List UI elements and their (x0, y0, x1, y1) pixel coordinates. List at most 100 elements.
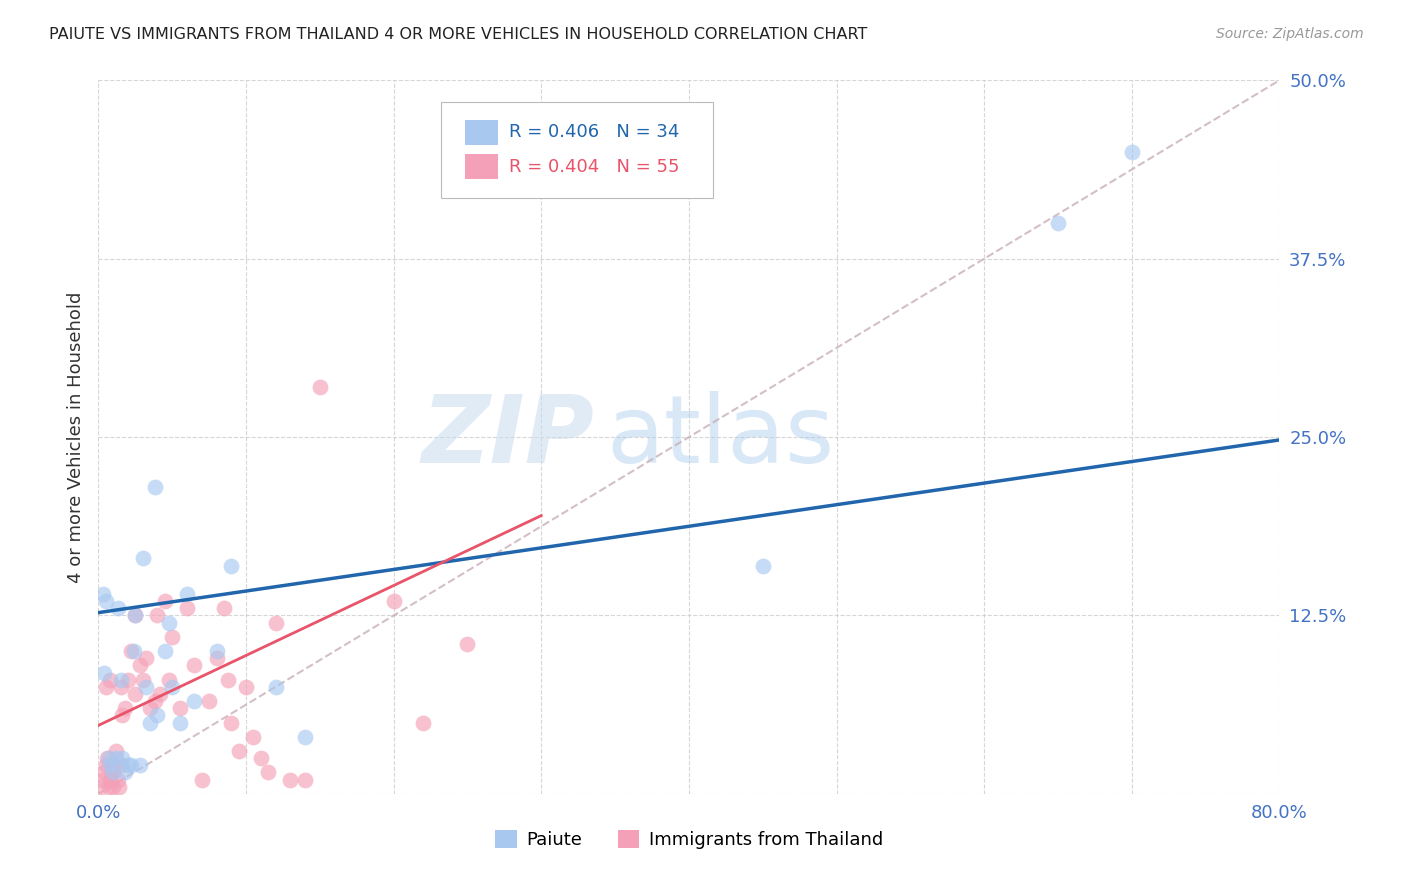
Point (212, 601, 235, 615)
Point (124, 687, 146, 701)
Point (135, 680, 157, 694)
Point (752, 558, 775, 573)
Point (264, 615, 287, 630)
Point (242, 730, 264, 744)
Point (100, 765, 122, 780)
Point (1121, 145, 1143, 159)
Point (183, 694, 205, 708)
Point (132, 551, 155, 566)
Point (176, 587, 198, 601)
Point (107, 772, 129, 787)
Point (120, 644, 142, 658)
FancyBboxPatch shape (441, 102, 713, 198)
Point (120, 758, 142, 772)
Text: R = 0.404   N = 55: R = 0.404 N = 55 (509, 158, 681, 176)
Point (457, 637, 479, 651)
Point (149, 687, 172, 701)
Y-axis label: 4 or more Vehicles in Household: 4 or more Vehicles in Household (66, 292, 84, 582)
Point (139, 701, 162, 715)
FancyBboxPatch shape (464, 153, 498, 179)
Point (135, 651, 157, 665)
Point (93, 665, 115, 680)
Point (91, 772, 114, 787)
Point (169, 701, 191, 715)
Point (94, 594, 117, 608)
Point (124, 608, 146, 623)
Point (235, 680, 257, 694)
Point (294, 730, 316, 744)
Point (382, 594, 405, 608)
Point (98, 772, 121, 787)
Point (93, 765, 115, 780)
Point (122, 644, 145, 658)
Point (191, 772, 214, 787)
Point (221, 558, 243, 573)
Point (162, 680, 183, 694)
Point (97, 780, 120, 794)
Point (91, 587, 114, 601)
Point (153, 644, 176, 658)
Point (98, 673, 121, 687)
Point (90, 780, 112, 794)
Point (97, 751, 120, 765)
Point (114, 701, 136, 715)
Point (105, 751, 128, 765)
Text: ZIP: ZIP (422, 391, 595, 483)
Point (412, 715, 434, 730)
Point (105, 744, 128, 758)
Point (111, 751, 134, 765)
Point (110, 680, 132, 694)
Point (1046, 216, 1070, 230)
Point (280, 772, 302, 787)
Point (103, 780, 125, 794)
Point (103, 765, 125, 780)
Point (94, 680, 117, 694)
Point (143, 694, 166, 708)
Point (228, 744, 250, 758)
Point (111, 708, 134, 723)
Point (128, 658, 150, 673)
Point (294, 772, 316, 787)
Point (107, 601, 129, 615)
Point (153, 594, 176, 608)
Point (96, 751, 118, 765)
Legend: Paiute, Immigrants from Thailand: Paiute, Immigrants from Thailand (488, 822, 890, 856)
Text: PAIUTE VS IMMIGRANTS FROM THAILAND 4 OR MORE VEHICLES IN HOUSEHOLD CORRELATION C: PAIUTE VS IMMIGRANTS FROM THAILAND 4 OR … (49, 27, 868, 42)
Point (117, 758, 139, 772)
Point (143, 480, 166, 494)
Point (124, 608, 146, 623)
Point (146, 608, 169, 623)
Point (103, 765, 125, 780)
Point (250, 751, 273, 765)
Point (264, 680, 287, 694)
Point (139, 715, 162, 730)
Point (176, 601, 198, 615)
Point (103, 758, 125, 772)
Point (162, 630, 183, 644)
Point (217, 673, 239, 687)
Point (128, 758, 150, 772)
Point (205, 651, 228, 665)
Point (94, 758, 117, 772)
Point (169, 715, 191, 730)
Point (110, 673, 132, 687)
Point (157, 615, 180, 630)
Point (146, 708, 169, 723)
Point (114, 765, 136, 780)
Text: R = 0.406   N = 34: R = 0.406 N = 34 (509, 123, 679, 141)
Point (205, 644, 228, 658)
Point (309, 380, 332, 394)
FancyBboxPatch shape (464, 120, 498, 145)
Point (108, 780, 131, 794)
Text: Source: ZipAtlas.com: Source: ZipAtlas.com (1216, 27, 1364, 41)
Text: atlas: atlas (606, 391, 835, 483)
Point (221, 715, 243, 730)
Point (183, 658, 205, 673)
Point (132, 673, 155, 687)
Point (157, 673, 180, 687)
Point (98, 758, 121, 772)
Point (257, 765, 280, 780)
Point (117, 673, 139, 687)
Point (110, 758, 132, 772)
Point (198, 694, 221, 708)
